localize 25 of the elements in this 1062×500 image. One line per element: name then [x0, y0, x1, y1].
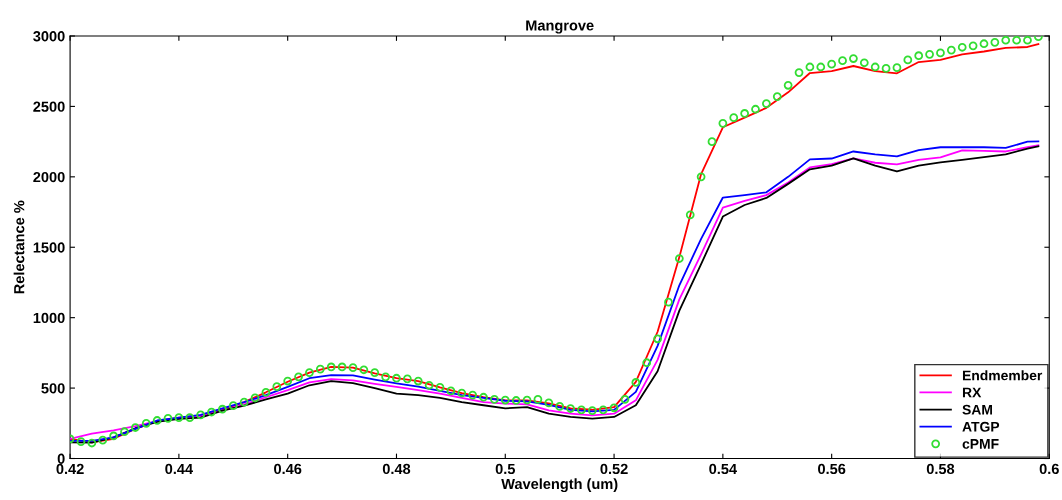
x-axis-title: Wavelength (um): [501, 478, 618, 492]
x-tick-label: 0.5: [495, 463, 516, 475]
y-axis-title: Relectance %: [13, 200, 25, 294]
x-tick-label: 0.58: [926, 463, 955, 475]
x-tick-label: 0.48: [382, 463, 411, 475]
legend-label: cPMF: [962, 439, 999, 449]
x-tick-label: 0.52: [600, 463, 628, 475]
y-tick-label: 1000: [33, 312, 65, 324]
x-tick-label: 0.46: [274, 463, 302, 475]
legend-label: RX: [962, 387, 982, 398]
x-tick-label: 0.54: [709, 463, 737, 475]
chart-title: Mangrove: [526, 20, 594, 34]
legend-label: ATGP: [962, 421, 1000, 432]
y-tick-label: 2000: [33, 171, 65, 183]
x-tick-label: 0.42: [56, 463, 84, 475]
y-tick-label: 0: [57, 453, 65, 464]
y-tick-label: 1500: [33, 242, 65, 253]
x-tick-label: 0.44: [165, 463, 193, 475]
x-tick-label: 0.6: [1039, 463, 1059, 475]
legend-label: Endmember: [962, 370, 1043, 381]
x-tick-label: 0.56: [818, 463, 846, 475]
y-tick-label: 2500: [33, 101, 65, 112]
y-tick-label: 3000: [33, 31, 65, 42]
legend-label: SAM: [962, 404, 992, 415]
y-tick-label: 500: [41, 383, 65, 394]
